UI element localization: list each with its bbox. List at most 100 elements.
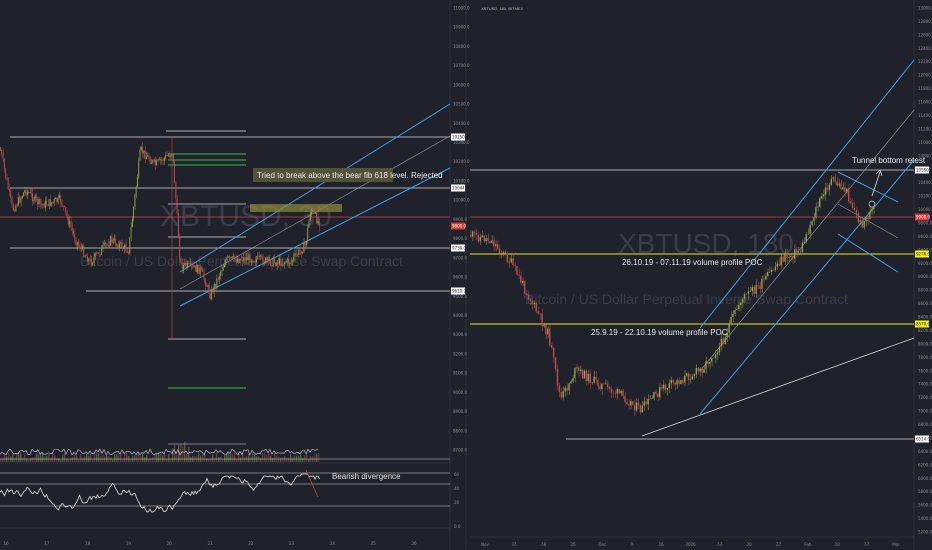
candle-body bbox=[266, 257, 268, 261]
candle-body bbox=[801, 242, 804, 252]
candle-body bbox=[678, 380, 680, 385]
y-tick-label: 12200.0 bbox=[918, 59, 932, 64]
candle-body bbox=[116, 244, 118, 246]
volume-bar bbox=[224, 455, 226, 462]
y-tick-label: 9000.0 bbox=[453, 390, 467, 395]
right-x-axis[interactable]: Nov 11 18 25 Dec 9 16 2020 13 20 27 Feb 10 17 Mar bbox=[481, 542, 900, 547]
candle-body bbox=[676, 380, 678, 385]
candle-body bbox=[5, 168, 7, 178]
y-tick-label: 11800.0 bbox=[918, 86, 932, 91]
candle-body bbox=[520, 275, 522, 284]
candle-body bbox=[537, 311, 539, 314]
candle-body bbox=[23, 192, 24, 197]
y-tick-label: 9800.0 bbox=[918, 220, 932, 225]
candle-body bbox=[620, 390, 622, 394]
right-y-axis[interactable]: 13000.0 12800.0 12600.0 12400.0 12200.0 12000… bbox=[918, 6, 932, 535]
candle-body bbox=[113, 239, 115, 240]
candle-body bbox=[94, 253, 96, 258]
candle-body bbox=[732, 314, 734, 317]
price-tag-label: 8570.0 bbox=[916, 322, 930, 327]
x-tick-label: 16 bbox=[3, 541, 9, 546]
left-chart-panel[interactable]: XBTUSD, 30 Bitcoin / US Dollar Perpetual… bbox=[0, 0, 470, 550]
candle-body bbox=[216, 278, 218, 288]
volume-bar bbox=[222, 459, 224, 462]
candle-body bbox=[215, 283, 216, 288]
y-tick-label: 12400.0 bbox=[918, 46, 932, 51]
volume-bar bbox=[78, 459, 80, 462]
candle-body bbox=[572, 378, 574, 382]
candle-body bbox=[815, 207, 817, 218]
candle-body bbox=[637, 402, 640, 406]
candle-body bbox=[162, 159, 164, 161]
right-chart-panel[interactable]: XBTUSD, 180, BITMEX XBTUSD, 180 Bitcoin … bbox=[470, 0, 932, 550]
volume-bar bbox=[52, 452, 54, 462]
candle-body bbox=[284, 262, 286, 265]
candle-body bbox=[792, 255, 794, 259]
volume-bar bbox=[114, 453, 116, 462]
volume-bar bbox=[66, 459, 68, 462]
candle-body bbox=[64, 205, 65, 207]
volume-bar bbox=[22, 457, 24, 462]
candle-body bbox=[568, 383, 570, 391]
candle-body bbox=[790, 255, 792, 257]
candle-body bbox=[277, 262, 279, 265]
volume-bar bbox=[210, 457, 212, 462]
candle-body bbox=[720, 338, 723, 347]
volume-bar bbox=[172, 448, 174, 462]
volume-bar bbox=[14, 457, 16, 462]
volume-bar bbox=[164, 454, 166, 462]
y-tick-label: 10800.0 bbox=[918, 153, 932, 158]
candle-body bbox=[103, 242, 105, 246]
candle-body bbox=[148, 155, 150, 160]
y-tick-label: 10000.0 bbox=[453, 198, 470, 203]
x-tick-label: Mar bbox=[892, 542, 900, 547]
candle-body bbox=[485, 238, 487, 242]
candle-body bbox=[632, 401, 634, 405]
candle-body bbox=[581, 369, 584, 379]
candle-body bbox=[52, 201, 54, 203]
price-tag-label: 9730.0 bbox=[452, 246, 466, 251]
candle-body bbox=[188, 263, 190, 264]
left-rsi-axis: 60 40 20 bbox=[454, 472, 460, 505]
candle-body bbox=[97, 252, 99, 254]
candle-body bbox=[838, 183, 840, 186]
x-tick-label: 2020 bbox=[685, 542, 696, 547]
candle-body bbox=[80, 247, 82, 249]
candle-body bbox=[589, 373, 591, 383]
volume-bar bbox=[120, 453, 122, 462]
volume-bar bbox=[68, 459, 70, 462]
candle-body bbox=[92, 262, 94, 265]
candle-body bbox=[533, 302, 535, 305]
right-annotation-poc-2: 25.9.19 - 22.10.19 volume profile POC bbox=[591, 328, 728, 337]
candle-body bbox=[10, 190, 12, 198]
candle-body bbox=[19, 197, 21, 203]
y-tick-label: 9300.0 bbox=[453, 332, 467, 337]
y-tick-label: 7400.0 bbox=[918, 382, 932, 387]
candle-body bbox=[197, 264, 199, 273]
candle-body bbox=[230, 256, 232, 259]
left-y-axis[interactable]: 11000.0 10900.0 10800.0 10700.0 10600.0 10500… bbox=[453, 6, 470, 453]
volume-bar bbox=[38, 455, 40, 462]
volume-bar bbox=[20, 452, 22, 462]
volume-bar bbox=[252, 453, 254, 462]
y-tick-label: 9400.0 bbox=[453, 313, 467, 318]
candle-body bbox=[106, 244, 108, 245]
y-tick-label: 5400.0 bbox=[918, 516, 932, 521]
candle-body bbox=[107, 244, 109, 247]
x-tick-label: Nov bbox=[481, 542, 489, 547]
candle-body bbox=[75, 240, 77, 246]
candle-body bbox=[312, 211, 314, 212]
candle-body bbox=[172, 154, 174, 162]
candle-body bbox=[258, 255, 260, 257]
volume-bar bbox=[8, 453, 10, 462]
left-x-axis[interactable]: 16 17 18 19 20 21 22 23 24 25 26 bbox=[3, 541, 417, 546]
candle-body bbox=[608, 387, 611, 389]
volume-bar bbox=[18, 452, 20, 462]
candle-body bbox=[171, 154, 173, 156]
candle-body bbox=[734, 309, 736, 315]
candle-body bbox=[128, 252, 129, 254]
candle-body bbox=[767, 271, 769, 276]
candle-body bbox=[560, 391, 562, 398]
level-line bbox=[641, 337, 915, 437]
